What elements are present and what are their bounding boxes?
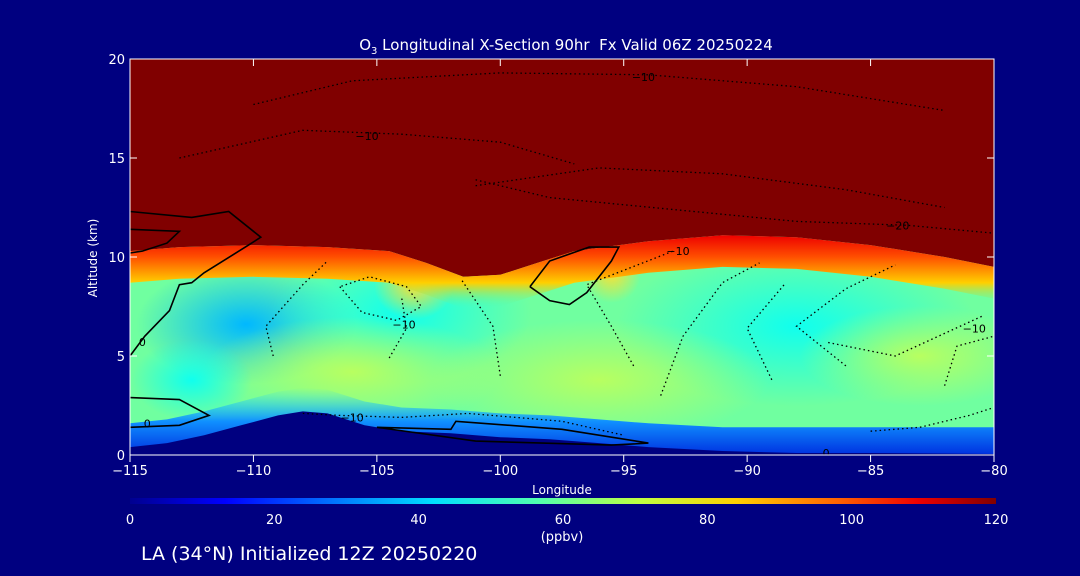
colorbar-tick-label: 20 bbox=[266, 513, 283, 528]
stratosphere-region bbox=[130, 59, 994, 277]
colorbar-ticks: 0 20 40 60 80 100 120 bbox=[126, 513, 1009, 528]
colorbar-tick-label: 0 bbox=[126, 513, 134, 528]
x-tick-label: −95 bbox=[610, 464, 637, 479]
terrain-mask bbox=[130, 411, 994, 455]
contour-line bbox=[130, 228, 182, 254]
x-tick-label: −90 bbox=[733, 464, 760, 479]
contour-label: −10 bbox=[666, 245, 689, 258]
contour-labels: −10 −10 −20 −10 −10 −10 0 0 −10 0 bbox=[139, 71, 986, 460]
chart-title-rest: Longitudinal X-Section 90hr Fx Valid 06Z… bbox=[377, 36, 772, 54]
contour-line bbox=[825, 315, 982, 357]
contour-line bbox=[943, 335, 994, 386]
plot-area: −10 −10 −20 −10 −10 −10 0 0 −10 0 bbox=[130, 59, 994, 460]
contour-line bbox=[870, 406, 994, 432]
y-tick-label: 20 bbox=[108, 53, 125, 68]
field-blob bbox=[429, 319, 770, 440]
y-axis-label: Altitude (km) bbox=[86, 219, 100, 298]
contour-label: 0 bbox=[144, 417, 151, 430]
contour-line bbox=[585, 250, 674, 367]
x-tick-label: −85 bbox=[857, 464, 884, 479]
y-tick-label: 10 bbox=[108, 251, 125, 266]
colorbar-tick-label: 60 bbox=[555, 513, 572, 528]
colorbar-tick-label: 120 bbox=[984, 513, 1009, 528]
contour-line bbox=[460, 278, 501, 376]
y-axis: 0 5 10 15 20 bbox=[108, 53, 994, 464]
field-blob bbox=[799, 306, 994, 406]
colorbar-tick-label: 40 bbox=[410, 513, 427, 528]
x-tick-label: −100 bbox=[482, 464, 518, 479]
contour-label: −10 bbox=[963, 322, 986, 335]
x-tick-label: −110 bbox=[236, 464, 272, 479]
x-tick-label: −80 bbox=[980, 464, 1007, 479]
contour-line bbox=[746, 284, 785, 381]
contour-label: −10 bbox=[355, 130, 378, 143]
contour-label: −10 bbox=[392, 318, 415, 331]
colorbar bbox=[130, 498, 996, 504]
contour-line bbox=[302, 412, 624, 436]
contour-label: −20 bbox=[886, 219, 909, 232]
y-tick-label: 15 bbox=[108, 152, 125, 167]
contour-line bbox=[130, 210, 263, 357]
contour-line bbox=[529, 246, 621, 306]
contour-line bbox=[376, 420, 649, 446]
field-blob bbox=[131, 339, 252, 420]
colorbar-unit-label: (ppbv) bbox=[541, 530, 584, 545]
contour-line bbox=[475, 179, 994, 234]
contour-label: 0 bbox=[139, 336, 146, 349]
footer-caption: LA (34°N) Initialized 12Z 20250220 bbox=[141, 543, 477, 565]
contour-line bbox=[130, 396, 212, 429]
colorbar-tick-label: 100 bbox=[839, 513, 864, 528]
contour-line bbox=[179, 129, 575, 165]
contour-label: 0 bbox=[823, 447, 830, 460]
contour-label: −10 bbox=[341, 411, 364, 424]
contour-line bbox=[660, 262, 760, 396]
colorbar-tick-label: 80 bbox=[699, 513, 716, 528]
y-tick-label: 5 bbox=[117, 350, 125, 365]
contour-lines bbox=[130, 72, 994, 446]
y-tick-label: 0 bbox=[117, 449, 125, 464]
contour-label: −10 bbox=[632, 71, 655, 84]
chart-title-subscript: 3 bbox=[371, 46, 377, 57]
contour-line bbox=[795, 264, 896, 367]
x-axis: −115 −110 −105 −100 −95 −90 −85 −80 bbox=[112, 59, 1008, 479]
x-tick-label: −105 bbox=[359, 464, 395, 479]
chart-title-prefix: O bbox=[359, 36, 371, 54]
x-tick-label: −115 bbox=[112, 464, 148, 479]
x-axis-label: Longitude bbox=[532, 483, 592, 497]
contour-line bbox=[253, 72, 945, 112]
tropopause-gradient-band bbox=[130, 235, 994, 309]
contour-line bbox=[475, 167, 945, 209]
chart-title: O3 Longitudinal X-Section 90hr Fx Valid … bbox=[359, 36, 773, 57]
